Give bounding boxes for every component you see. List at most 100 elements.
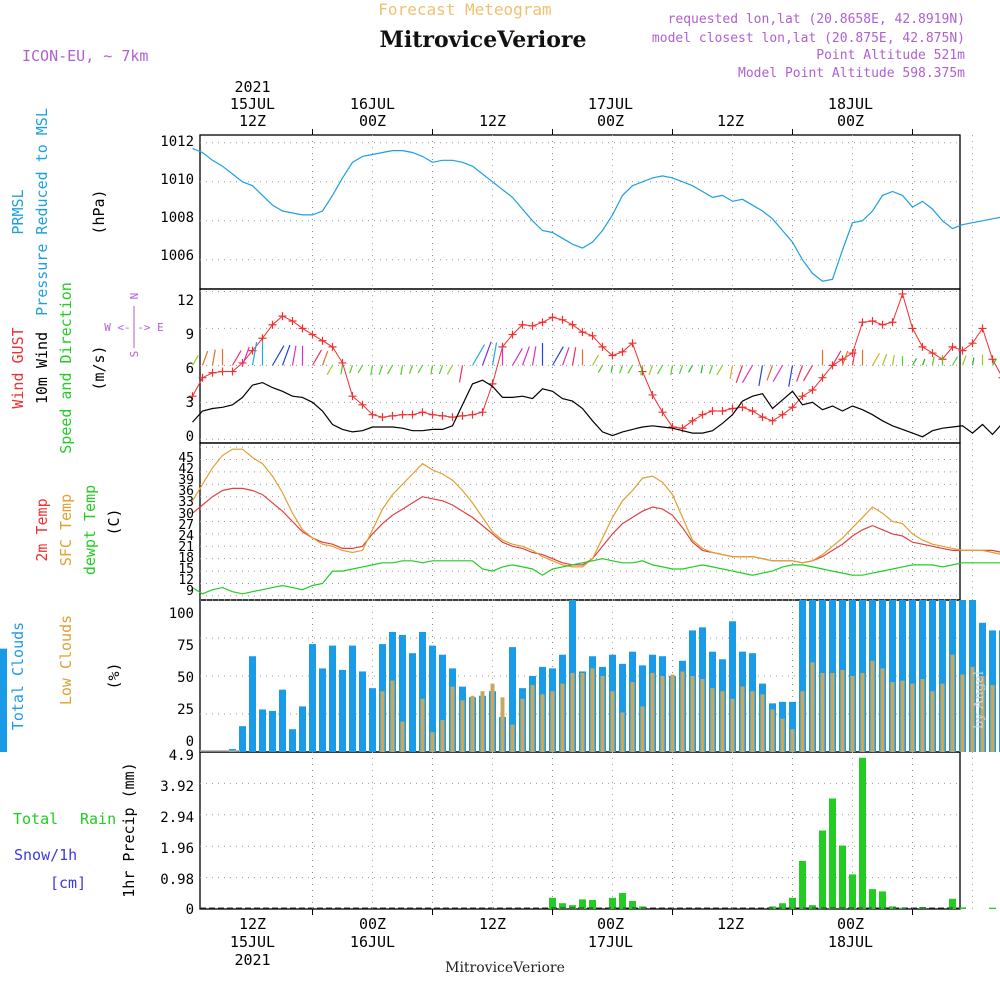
pressure-tick-1010: 1010 (160, 172, 194, 188)
low-cloud-bar (930, 691, 935, 752)
low-cloud-bar (810, 662, 815, 752)
clouds-label-unit: (%) (105, 662, 123, 689)
wind-gust-marker (878, 320, 887, 329)
header-closest: model closest lon,lat (20.875E, 42.875N) (652, 31, 965, 46)
low-cloud-bar (950, 654, 955, 752)
wind-direction-arrow (735, 365, 744, 383)
temp-tick-21: 21 (178, 540, 194, 555)
total-cloud-bar (319, 668, 326, 752)
precip-label-cm: [cm] (50, 874, 86, 892)
wind-gust-marker (408, 410, 417, 419)
top-axis-label-48-hour: 00Z (597, 112, 624, 130)
footer-location: MitroviceVeriore (445, 960, 565, 976)
wind-direction-arrow (400, 365, 404, 375)
wind-direction-arrow (438, 365, 444, 375)
wind-direction-arrow (201, 350, 209, 366)
bottom-axis-label-72-hour: 00Z (837, 915, 864, 933)
rain-bar (619, 892, 626, 909)
low-cloud-bar (870, 660, 875, 752)
precip-tick-2.94: 2.94 (160, 810, 194, 826)
temp-label-unit: (C) (105, 508, 123, 535)
wind-direction-arrow (648, 365, 654, 376)
top-axis-label-24-hour: 00Z (359, 112, 386, 130)
low-cloud-bar (640, 706, 645, 752)
low-cloud-bar (770, 709, 775, 752)
low-cloud-bar (880, 668, 885, 752)
precip-tick-0.98: 0.98 (160, 872, 194, 888)
temp-tick-15: 15 (178, 562, 194, 577)
wind-direction-arrow (656, 365, 664, 375)
wind-direction-arrow (446, 365, 454, 375)
total-cloud-bar (369, 688, 376, 752)
wind-gust-marker (888, 318, 897, 327)
top-axis-label-24-date: 16JUL (350, 95, 395, 113)
wind-gust-marker (608, 351, 617, 360)
wind-gust-marker (198, 373, 207, 382)
wind-gust-marker (288, 317, 297, 326)
rain-bar (959, 907, 966, 909)
rain-bar (629, 900, 636, 909)
top-axis-label-48-date: 17JUL (588, 95, 633, 113)
total-cloud-bar (289, 729, 296, 752)
low-cloud-bar (440, 720, 445, 752)
low-cloud-bar (910, 683, 915, 752)
temp-label-sfc: SFC Temp (57, 494, 75, 566)
low-cloud-bar (660, 676, 665, 752)
total-cloud-bar (279, 689, 286, 752)
wind-direction-arrow (911, 358, 918, 366)
low-cloud-bar (740, 686, 745, 752)
wind-gust-marker (478, 408, 487, 417)
rain-bar (839, 845, 846, 909)
wind-direction-arrow (458, 365, 464, 383)
total-cloud-bar (259, 709, 266, 752)
bottom-axis-label-48-date: 17JUL (588, 933, 633, 951)
wind-gust-marker (328, 342, 337, 351)
wind-gust-marker (698, 410, 707, 419)
wind-gust-marker (348, 392, 357, 401)
wind-gust-marker (618, 347, 627, 356)
temp-label-2m: 2m Temp (33, 498, 51, 561)
temp-tick-12: 12 (178, 573, 194, 588)
low-cloud-bar (970, 666, 975, 752)
wind-gust-marker (688, 416, 697, 425)
low-cloud-bar (400, 721, 405, 752)
wind-gust-marker (518, 320, 527, 329)
header-model-altitude: Model Point Altitude 598.375m (738, 66, 965, 81)
total-cloud-bar (909, 600, 916, 752)
grid-lines (200, 129, 973, 915)
rain-bar (989, 907, 996, 909)
wind-gust-marker (988, 355, 997, 364)
wind-direction-arrow (417, 365, 424, 374)
wind-direction-arrow (802, 365, 814, 382)
wind-direction-arrow (271, 345, 285, 366)
low-cloud-bar (940, 683, 945, 752)
temp-tick-33: 33 (178, 495, 194, 510)
total-cloud-bar (729, 621, 736, 752)
rain-bar (569, 905, 576, 909)
precip-tick-1.96: 1.96 (160, 841, 194, 857)
wind-direction-arrow (571, 347, 577, 366)
low-cloud-bar (630, 682, 635, 752)
wind-gust-marker (628, 339, 637, 348)
low-cloud-bar (830, 672, 835, 752)
clouds-label-low: Low Clouds (57, 615, 75, 705)
wind-gust-marker (868, 317, 877, 326)
wind-direction-arrow (891, 355, 895, 366)
total-cloud-bar (359, 671, 366, 752)
wind-direction-arrow (378, 365, 384, 375)
wind-direction-arrow (610, 365, 614, 373)
wind-gust-marker (808, 386, 817, 395)
temp-tick-39: 39 (178, 473, 194, 488)
clouds-tick-75: 75 (177, 638, 194, 654)
low-cloud-bar (560, 683, 565, 752)
low-cloud-bar (850, 676, 855, 752)
low-cloud-bar (980, 676, 985, 752)
rain-bar (869, 889, 876, 909)
rain-bar (949, 898, 956, 909)
wind-gust-marker (728, 404, 737, 413)
bottom-axis-label-12-date: 15JUL (230, 933, 275, 951)
wind-direction-arrow (251, 342, 258, 366)
wind-compass-we: W <-|-> E (104, 321, 164, 334)
temp-tick-9: 9 (186, 584, 194, 599)
wind-direction-arrow (191, 355, 199, 366)
